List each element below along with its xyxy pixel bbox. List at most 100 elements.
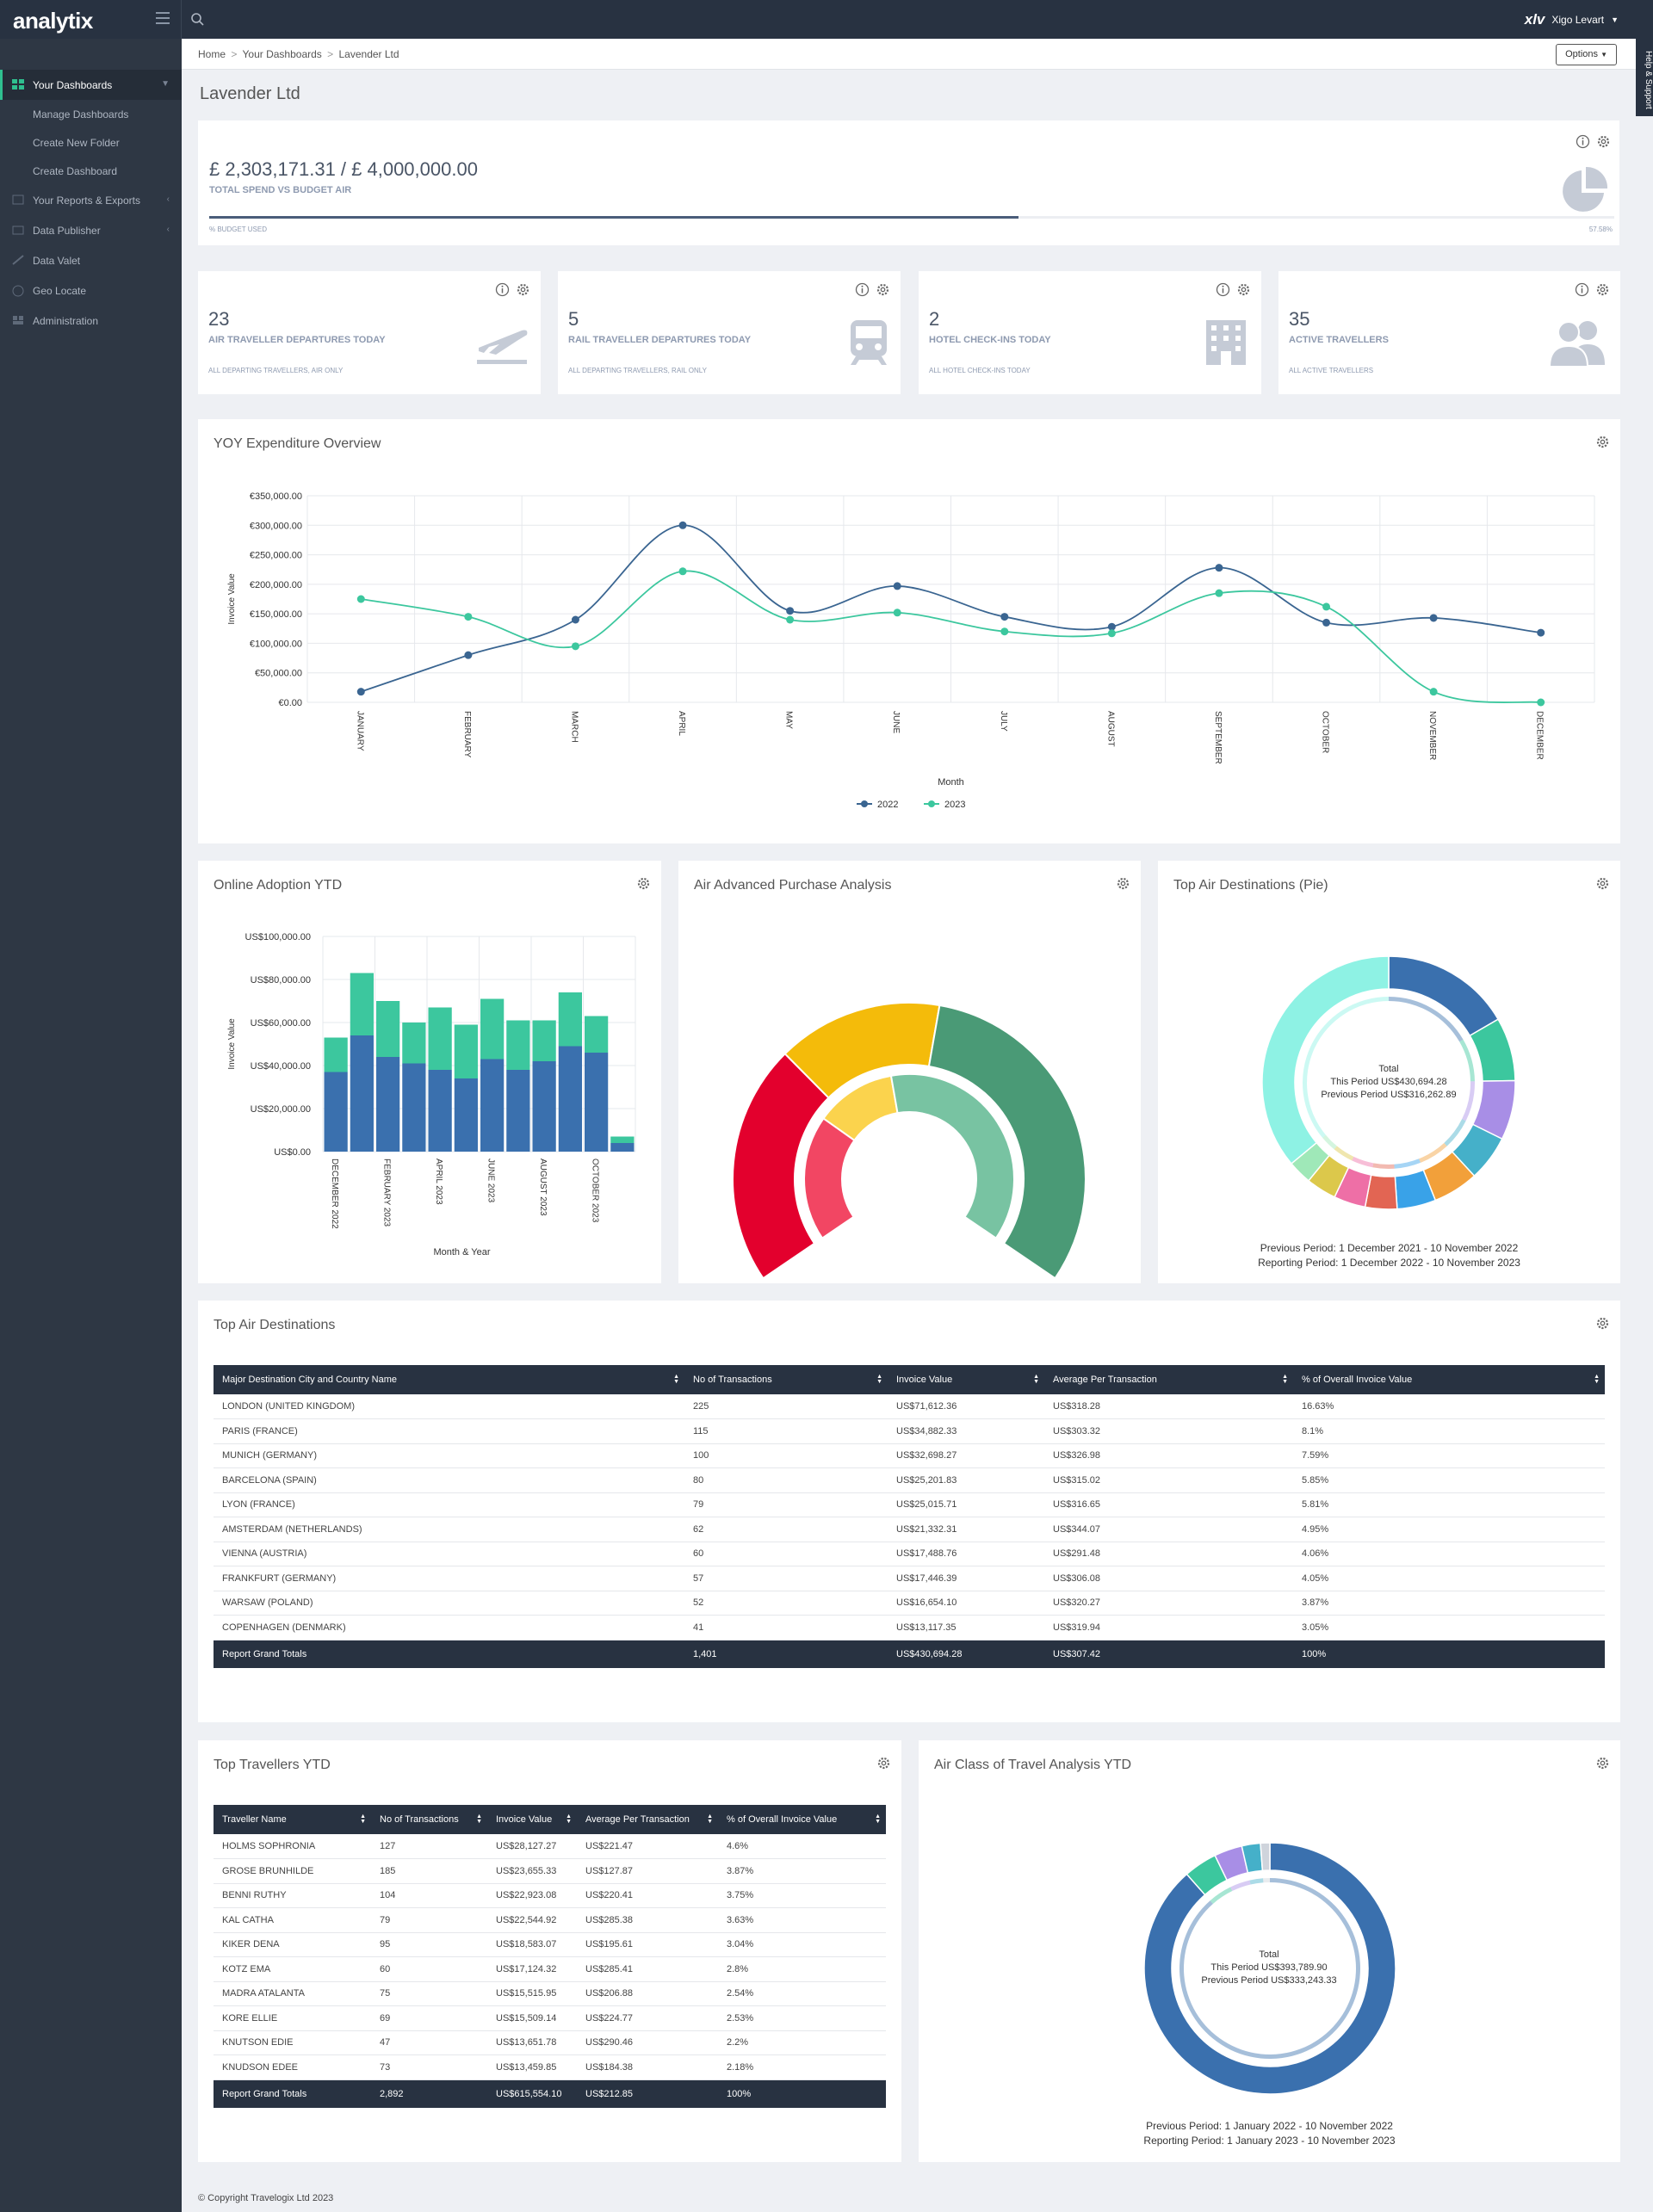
budget-used-label: % BUDGET USED [209, 226, 267, 233]
sidebar-item-data-valet[interactable]: Data Valet [0, 245, 182, 275]
gear-icon[interactable] [516, 282, 530, 297]
gear-icon[interactable] [1116, 876, 1130, 891]
destinations-col-header[interactable]: Major Destination City and Country Name ▲… [214, 1365, 684, 1394]
gear-icon[interactable] [1236, 282, 1251, 297]
table-row[interactable]: GROSE BRUNHILDE 185 US$23,655.33 US$127.87 3… [214, 1858, 886, 1884]
destinations-col-header[interactable]: No of Transactions ▲ ▼ [684, 1365, 888, 1394]
table-row[interactable]: BARCELONA (SPAIN) 80 US$25,201.83 US$315.02… [214, 1467, 1605, 1493]
table-cell: PARIS (FRANCE) [214, 1418, 684, 1444]
bar-segment [350, 973, 374, 1035]
sort-icon[interactable]: ▲ ▼ [360, 1813, 366, 1825]
info-icon[interactable] [1575, 282, 1589, 297]
travellers-col-header[interactable]: Traveller Name ▲ ▼ [214, 1805, 371, 1834]
table-row[interactable]: VIENNA (AUSTRIA) 60 US$17,488.76 US$291.48 4… [214, 1542, 1605, 1566]
data-point-2022 [1215, 564, 1223, 572]
table-row[interactable]: KNUDSON EDEE 73 US$13,459.85 US$184.38 2.18% [214, 2054, 886, 2080]
sort-icon[interactable]: ▲ ▼ [1594, 1374, 1600, 1385]
travellers-col-header[interactable]: Average Per Transaction ▲ ▼ [577, 1805, 718, 1834]
user-menu[interactable]: xlv Xigo Levart ▼ [1525, 11, 1619, 28]
sort-icon[interactable]: ▲ ▼ [1282, 1374, 1288, 1385]
column-header-label: Average Per Transaction [1053, 1375, 1157, 1385]
sidebar-sub-create-folder[interactable]: Create New Folder [33, 136, 120, 149]
table-cell: US$303.32 [1044, 1418, 1293, 1444]
gear-icon[interactable] [1595, 1316, 1610, 1331]
table-row[interactable]: COPENHAGEN (DENMARK) 41 US$13,117.35 US$319… [214, 1615, 1605, 1640]
sidebar-item-geo-locate[interactable]: Geo Locate [0, 275, 182, 306]
gear-icon[interactable] [1595, 435, 1610, 449]
table-row[interactable]: LONDON (UNITED KINGDOM) 225 US$71,612.36 US… [214, 1394, 1605, 1419]
sidebar-item-reports[interactable]: Your Reports & Exports ‹ [0, 185, 182, 215]
table-cell: 2.18% [718, 2054, 886, 2080]
publisher-icon [12, 225, 26, 237]
table-row[interactable]: PARIS (FRANCE) 115 US$34,882.33 US$303.32 8.… [214, 1418, 1605, 1444]
breadcrumb-dashboards[interactable]: Your Dashboards [242, 48, 322, 60]
destinations-col-header[interactable]: % of Overall Invoice Value ▲ ▼ [1293, 1365, 1605, 1394]
sidebar-item-administration[interactable]: Administration [0, 306, 182, 336]
sort-icon[interactable]: ▲ ▼ [476, 1813, 482, 1825]
sort-icon[interactable]: ▲ ▼ [566, 1813, 572, 1825]
sidebar-sub-create-dashboard[interactable]: Create Dashboard [33, 164, 118, 177]
table-row[interactable]: HOLMS SOPHRONIA 127 US$28,127.27 US$221.47 4… [214, 1834, 886, 1859]
gear-icon[interactable] [876, 282, 890, 297]
table-row[interactable]: BENNI RUTHY 104 US$22,923.08 US$220.41 3.75% [214, 1883, 886, 1908]
kpi-label: ACTIVE TRAVELLERS [1289, 335, 1389, 345]
table-row[interactable]: MUNICH (GERMANY) 100 US$32,698.27 US$326.98… [214, 1443, 1605, 1468]
table-cell: KNUTSON EDIE [214, 2030, 371, 2055]
table-row[interactable]: WARSAW (POLAND) 52 US$16,654.10 US$320.27 3.… [214, 1591, 1605, 1616]
sort-icon[interactable]: ▲ ▼ [875, 1813, 881, 1825]
destinations-col-header[interactable]: Invoice Value ▲ ▼ [888, 1365, 1044, 1394]
table-row[interactable]: KAL CATHA 79 US$22,544.92 US$285.38 3.63% [214, 1907, 886, 1933]
sidebar-item-your-dashboards[interactable]: Your Dashboards ▼ [0, 70, 182, 100]
sort-icon[interactable]: ▲ ▼ [673, 1374, 679, 1385]
class-travel-donut-chart [1143, 1842, 1396, 2095]
y-tick-label: US$0.00 [274, 1147, 311, 1158]
gear-icon[interactable] [876, 1756, 891, 1770]
travellers-col-header[interactable]: % of Overall Invoice Value ▲ ▼ [718, 1805, 886, 1834]
gear-icon[interactable] [1596, 134, 1611, 149]
online-adoption-card: Online Adoption YTD US$0.00 US$20,000.00 U… [198, 861, 661, 1283]
info-icon[interactable] [1216, 282, 1230, 297]
table-row[interactable]: KORE ELLIE 69 US$15,509.14 US$224.77 2.53% [214, 2005, 886, 2031]
sidebar-sub-manage-dashboards[interactable]: Manage Dashboards [33, 108, 129, 120]
y-tick-label: US$60,000.00 [251, 1018, 311, 1029]
table-row[interactable]: KIKER DENA 95 US$18,583.07 US$195.61 3.04% [214, 1932, 886, 1957]
x-axis-label: Month [938, 777, 964, 788]
info-icon[interactable] [495, 282, 510, 297]
y-tick-label: €100,000.00 [250, 639, 302, 649]
table-cell: 5.81% [1293, 1492, 1605, 1517]
app-logo[interactable]: analytix [13, 8, 93, 34]
table-row[interactable]: KOTZ EMA 60 US$17,124.32 US$285.41 2.8% [214, 1956, 886, 1982]
table-cell: US$319.94 [1044, 1615, 1293, 1640]
sort-icon[interactable]: ▲ ▼ [707, 1813, 713, 1825]
menu-toggle-icon[interactable] [156, 12, 170, 24]
table-row[interactable]: AMSTERDAM (NETHERLANDS) 62 US$21,332.31 US$… [214, 1517, 1605, 1542]
travellers-col-header[interactable]: Invoice Value ▲ ▼ [487, 1805, 577, 1834]
breadcrumb-home[interactable]: Home [198, 48, 226, 60]
period-labels: Previous Period: 1 December 2021 - 10 No… [1158, 1241, 1620, 1270]
help-support-tab[interactable]: Help & Support [1636, 39, 1653, 116]
table-cell: 52 [684, 1591, 888, 1616]
data-point-2023 [464, 613, 473, 621]
table-cell: 2.2% [718, 2030, 886, 2055]
gear-icon[interactable] [1595, 1756, 1610, 1770]
gear-icon[interactable] [1595, 282, 1610, 297]
travellers-col-header[interactable]: No of Transactions ▲ ▼ [371, 1805, 487, 1834]
options-button[interactable]: Options ▼ [1556, 44, 1617, 65]
sort-icon[interactable]: ▲ ▼ [876, 1374, 882, 1385]
search-icon[interactable] [188, 9, 208, 30]
info-icon[interactable] [855, 282, 870, 297]
y-tick-label: US$100,000.00 [245, 932, 311, 942]
table-row[interactable]: KNUTSON EDIE 47 US$13,651.78 US$290.46 2.2% [214, 2030, 886, 2055]
gear-icon[interactable] [636, 876, 651, 891]
sort-icon[interactable]: ▲ ▼ [1033, 1374, 1039, 1385]
sidebar-item-label: Your Reports & Exports [33, 194, 140, 207]
hotel-icon [1201, 318, 1251, 369]
table-row[interactable]: FRANKFURT (GERMANY) 57 US$17,446.39 US$306.… [214, 1566, 1605, 1591]
x-tick-label: JULY [999, 711, 1008, 732]
destinations-col-header[interactable]: Average Per Transaction ▲ ▼ [1044, 1365, 1293, 1394]
sidebar-item-data-publisher[interactable]: Data Publisher ‹ [0, 215, 182, 245]
gear-icon[interactable] [1595, 876, 1610, 891]
table-row[interactable]: MADRA ATALANTA 75 US$15,515.95 US$206.88 2.5… [214, 1981, 886, 2006]
info-icon[interactable] [1576, 134, 1590, 149]
table-row[interactable]: LYON (FRANCE) 79 US$25,015.71 US$316.65 5.81… [214, 1492, 1605, 1517]
